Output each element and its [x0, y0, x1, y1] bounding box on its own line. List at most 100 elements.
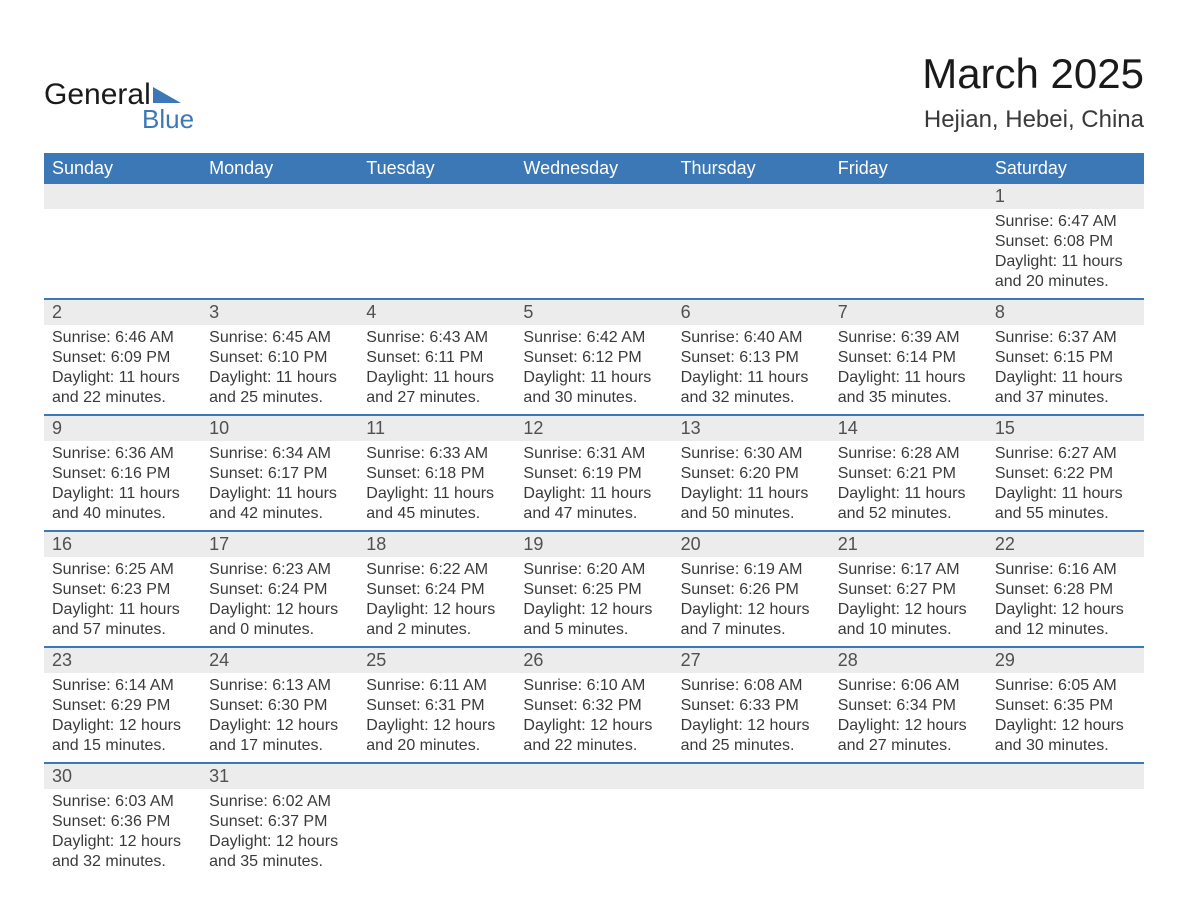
- daylight-text-1: Daylight: 11 hours: [366, 484, 507, 504]
- day-number-cell: [830, 184, 987, 209]
- day-content-cell: Sunrise: 6:27 AMSunset: 6:22 PMDaylight:…: [987, 441, 1144, 531]
- day-number-row: 16171819202122: [44, 531, 1144, 557]
- day-content-cell: Sunrise: 6:08 AMSunset: 6:33 PMDaylight:…: [673, 673, 830, 763]
- weekday-mon: Monday: [201, 153, 358, 184]
- sunset-text: Sunset: 6:24 PM: [366, 580, 507, 600]
- daylight-text-2: and 10 minutes.: [838, 620, 979, 640]
- day-content-cell: [673, 789, 830, 878]
- daylight-text-2: and 25 minutes.: [681, 736, 822, 756]
- sunrise-text: Sunrise: 6:17 AM: [838, 560, 979, 580]
- day-number-cell: [201, 184, 358, 209]
- sunset-text: Sunset: 6:11 PM: [366, 348, 507, 368]
- daylight-text-2: and 50 minutes.: [681, 504, 822, 524]
- daylight-text-1: Daylight: 11 hours: [995, 368, 1136, 388]
- daylight-text-2: and 27 minutes.: [366, 388, 507, 408]
- daylight-text-1: Daylight: 12 hours: [209, 832, 350, 852]
- day-content-cell: Sunrise: 6:06 AMSunset: 6:34 PMDaylight:…: [830, 673, 987, 763]
- day-content-cell: [201, 209, 358, 299]
- sunrise-text: Sunrise: 6:05 AM: [995, 676, 1136, 696]
- day-number-cell: 20: [673, 531, 830, 557]
- daylight-text-2: and 47 minutes.: [523, 504, 664, 524]
- sunrise-text: Sunrise: 6:37 AM: [995, 328, 1136, 348]
- sunrise-text: Sunrise: 6:36 AM: [52, 444, 193, 464]
- sunrise-text: Sunrise: 6:27 AM: [995, 444, 1136, 464]
- weekday-wed: Wednesday: [515, 153, 672, 184]
- daylight-text-1: Daylight: 12 hours: [52, 832, 193, 852]
- daylight-text-2: and 37 minutes.: [995, 388, 1136, 408]
- sunrise-text: Sunrise: 6:39 AM: [838, 328, 979, 348]
- sunset-text: Sunset: 6:36 PM: [52, 812, 193, 832]
- weekday-sat: Saturday: [987, 153, 1144, 184]
- day-content-cell: Sunrise: 6:23 AMSunset: 6:24 PMDaylight:…: [201, 557, 358, 647]
- day-content-row: Sunrise: 6:46 AMSunset: 6:09 PMDaylight:…: [44, 325, 1144, 415]
- daylight-text-1: Daylight: 12 hours: [838, 716, 979, 736]
- title-block: March 2025 Hejian, Hebei, China: [922, 50, 1144, 134]
- day-number-cell: 13: [673, 415, 830, 441]
- daylight-text-2: and 22 minutes.: [52, 388, 193, 408]
- sunrise-text: Sunrise: 6:06 AM: [838, 676, 979, 696]
- weekday-header-row: Sunday Monday Tuesday Wednesday Thursday…: [44, 153, 1144, 184]
- day-content-cell: [358, 209, 515, 299]
- daylight-text-2: and 32 minutes.: [681, 388, 822, 408]
- daylight-text-2: and 32 minutes.: [52, 852, 193, 872]
- sunrise-text: Sunrise: 6:08 AM: [681, 676, 822, 696]
- daylight-text-1: Daylight: 11 hours: [523, 484, 664, 504]
- day-content-cell: Sunrise: 6:05 AMSunset: 6:35 PMDaylight:…: [987, 673, 1144, 763]
- day-content-cell: Sunrise: 6:03 AMSunset: 6:36 PMDaylight:…: [44, 789, 201, 878]
- sunrise-text: Sunrise: 6:46 AM: [52, 328, 193, 348]
- day-number-cell: 5: [515, 299, 672, 325]
- day-content-row: Sunrise: 6:47 AMSunset: 6:08 PMDaylight:…: [44, 209, 1144, 299]
- daylight-text-1: Daylight: 12 hours: [523, 600, 664, 620]
- day-number-row: 3031: [44, 763, 1144, 789]
- sunset-text: Sunset: 6:12 PM: [523, 348, 664, 368]
- daylight-text-2: and 52 minutes.: [838, 504, 979, 524]
- day-number-cell: [515, 763, 672, 789]
- daylight-text-2: and 35 minutes.: [209, 852, 350, 872]
- sunrise-text: Sunrise: 6:40 AM: [681, 328, 822, 348]
- sunrise-text: Sunrise: 6:11 AM: [366, 676, 507, 696]
- day-content-row: Sunrise: 6:25 AMSunset: 6:23 PMDaylight:…: [44, 557, 1144, 647]
- daylight-text-1: Daylight: 11 hours: [995, 252, 1136, 272]
- daylight-text-1: Daylight: 12 hours: [995, 600, 1136, 620]
- day-content-cell: Sunrise: 6:42 AMSunset: 6:12 PMDaylight:…: [515, 325, 672, 415]
- daylight-text-1: Daylight: 11 hours: [681, 484, 822, 504]
- day-content-cell: Sunrise: 6:36 AMSunset: 6:16 PMDaylight:…: [44, 441, 201, 531]
- daylight-text-2: and 30 minutes.: [995, 736, 1136, 756]
- day-number-cell: [830, 763, 987, 789]
- sunset-text: Sunset: 6:31 PM: [366, 696, 507, 716]
- daylight-text-1: Daylight: 12 hours: [209, 716, 350, 736]
- sunset-text: Sunset: 6:15 PM: [995, 348, 1136, 368]
- sunset-text: Sunset: 6:24 PM: [209, 580, 350, 600]
- sunset-text: Sunset: 6:20 PM: [681, 464, 822, 484]
- day-number-cell: 9: [44, 415, 201, 441]
- daylight-text-1: Daylight: 11 hours: [52, 484, 193, 504]
- day-content-cell: Sunrise: 6:34 AMSunset: 6:17 PMDaylight:…: [201, 441, 358, 531]
- day-number-cell: [44, 184, 201, 209]
- weekday-thu: Thursday: [673, 153, 830, 184]
- day-content-cell: Sunrise: 6:02 AMSunset: 6:37 PMDaylight:…: [201, 789, 358, 878]
- day-number-cell: 21: [830, 531, 987, 557]
- calendar-body: 1Sunrise: 6:47 AMSunset: 6:08 PMDaylight…: [44, 184, 1144, 878]
- weekday-tue: Tuesday: [358, 153, 515, 184]
- sunset-text: Sunset: 6:34 PM: [838, 696, 979, 716]
- day-number-cell: 31: [201, 763, 358, 789]
- day-content-cell: Sunrise: 6:37 AMSunset: 6:15 PMDaylight:…: [987, 325, 1144, 415]
- day-number-row: 2345678: [44, 299, 1144, 325]
- daylight-text-2: and 2 minutes.: [366, 620, 507, 640]
- sunset-text: Sunset: 6:19 PM: [523, 464, 664, 484]
- day-content-row: Sunrise: 6:14 AMSunset: 6:29 PMDaylight:…: [44, 673, 1144, 763]
- header: General Blue March 2025 Hejian, Hebei, C…: [44, 50, 1144, 135]
- sunrise-text: Sunrise: 6:28 AM: [838, 444, 979, 464]
- daylight-text-1: Daylight: 12 hours: [681, 716, 822, 736]
- sunset-text: Sunset: 6:32 PM: [523, 696, 664, 716]
- sunset-text: Sunset: 6:21 PM: [838, 464, 979, 484]
- day-content-cell: [987, 789, 1144, 878]
- day-content-cell: [44, 209, 201, 299]
- sunrise-text: Sunrise: 6:33 AM: [366, 444, 507, 464]
- sunset-text: Sunset: 6:28 PM: [995, 580, 1136, 600]
- day-content-cell: [515, 209, 672, 299]
- daylight-text-1: Daylight: 11 hours: [838, 368, 979, 388]
- daylight-text-2: and 57 minutes.: [52, 620, 193, 640]
- sunset-text: Sunset: 6:26 PM: [681, 580, 822, 600]
- sunset-text: Sunset: 6:35 PM: [995, 696, 1136, 716]
